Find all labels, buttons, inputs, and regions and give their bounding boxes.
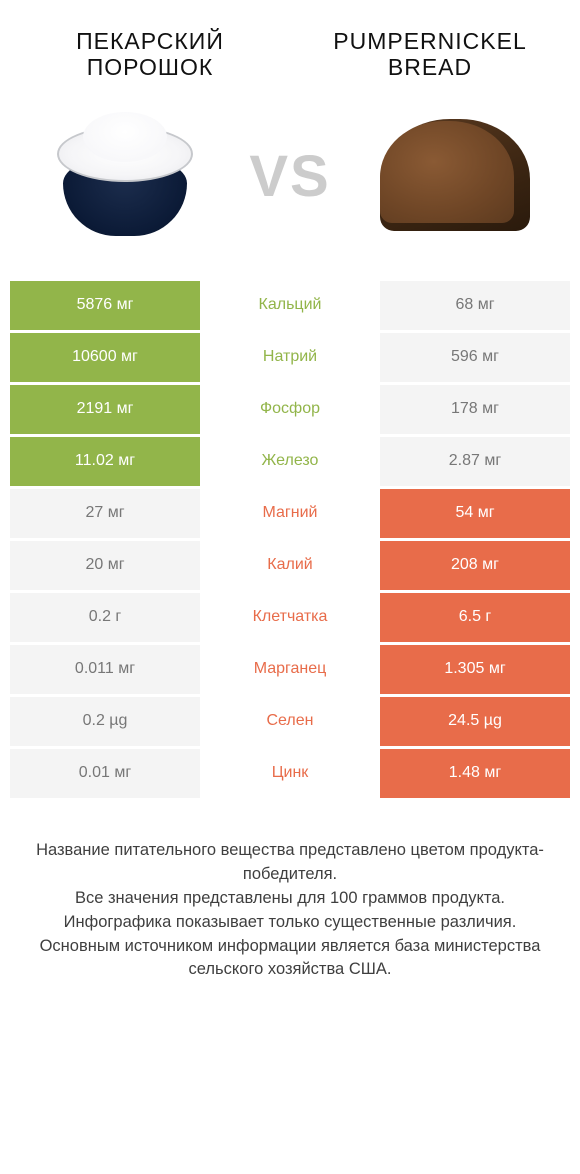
footnote: Название питательного вещества представл… [10,801,570,983]
left-value: 5876 мг [10,281,200,333]
left-value: 20 мг [10,541,200,593]
table-row: 0.011 мгМарганец1.305 мг [10,645,570,697]
table-row: 11.02 мгЖелезо2.87 мг [10,437,570,489]
left-value: 2191 мг [10,385,200,437]
nutrient-label: Железо [200,437,380,489]
left-value: 0.2 µg [10,697,200,749]
table-row: 0.2 µgСелен24.5 µg [10,697,570,749]
nutrient-label: Магний [200,489,380,541]
right-value: 208 мг [380,541,570,593]
nutrient-label: Натрий [200,333,380,385]
product-right-image [360,97,550,257]
left-value: 10600 мг [10,333,200,385]
right-value: 1.48 мг [380,749,570,801]
right-value: 1.305 мг [380,645,570,697]
titles-row: Пекарский порошок Pumpernickel bread [10,0,570,91]
left-value: 11.02 мг [10,437,200,489]
table-row: 10600 мгНатрий596 мг [10,333,570,385]
nutrient-label: Калий [200,541,380,593]
table-row: 0.01 мгЦинк1.48 мг [10,749,570,801]
left-value: 0.01 мг [10,749,200,801]
nutrient-label: Цинк [200,749,380,801]
comparison-infographic: Пекарский порошок Pumpernickel bread VS … [0,0,580,982]
right-value: 6.5 г [380,593,570,645]
table-row: 27 мгМагний54 мг [10,489,570,541]
baking-powder-icon [45,112,205,242]
table-row: 5876 мгКальций68 мг [10,281,570,333]
nutrient-label: Клетчатка [200,593,380,645]
nutrient-table: 5876 мгКальций68 мг10600 мгНатрий596 мг2… [10,281,570,801]
pumpernickel-bread-icon [370,107,540,247]
table-row: 0.2 гКлетчатка6.5 г [10,593,570,645]
vs-label: VS [249,143,330,210]
nutrient-label: Кальций [200,281,380,333]
nutrient-label: Марганец [200,645,380,697]
table-row: 20 мгКалий208 мг [10,541,570,593]
product-right-title: Pumpernickel bread [290,28,570,81]
right-value: 24.5 µg [380,697,570,749]
right-value: 68 мг [380,281,570,333]
table-row: 2191 мгФосфор178 мг [10,385,570,437]
right-value: 2.87 мг [380,437,570,489]
right-value: 54 мг [380,489,570,541]
product-left-title: Пекарский порошок [10,28,290,81]
right-value: 178 мг [380,385,570,437]
left-value: 0.2 г [10,593,200,645]
nutrient-label: Селен [200,697,380,749]
products-row: VS [10,91,570,281]
left-value: 0.011 мг [10,645,200,697]
product-left-image [30,97,220,257]
right-value: 596 мг [380,333,570,385]
left-value: 27 мг [10,489,200,541]
nutrient-label: Фосфор [200,385,380,437]
